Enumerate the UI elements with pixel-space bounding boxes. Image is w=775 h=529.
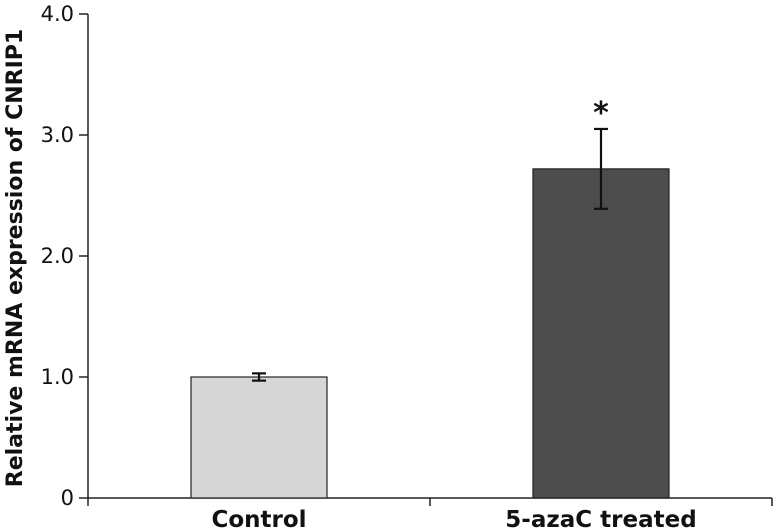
significance-asterisk: * xyxy=(593,96,609,131)
bar-control xyxy=(190,376,328,499)
x-category-label: Control xyxy=(211,507,306,529)
x-axis: Control 5-azaC treated xyxy=(87,497,773,529)
bar-5-azac-treated xyxy=(532,168,670,499)
error-bars-group xyxy=(252,127,608,382)
y-tick-label: 2.0 xyxy=(41,244,74,268)
annotations-group: * xyxy=(593,96,609,131)
y-tick-label: 3.0 xyxy=(41,123,74,147)
y-tick-label: 4.0 xyxy=(41,2,74,26)
y-axis-label: Relative mRNA expression of CNRIP1 xyxy=(3,29,28,487)
error-bar xyxy=(594,127,608,210)
y-tick-label: 1.0 xyxy=(41,365,74,389)
x-category-label: 5-azaC treated xyxy=(505,507,696,529)
bars-group xyxy=(190,168,670,499)
y-axis: 0 1.0 2.0 3.0 4.0 xyxy=(41,2,89,510)
error-bar xyxy=(252,372,266,382)
y-tick-label: 0 xyxy=(61,486,74,510)
